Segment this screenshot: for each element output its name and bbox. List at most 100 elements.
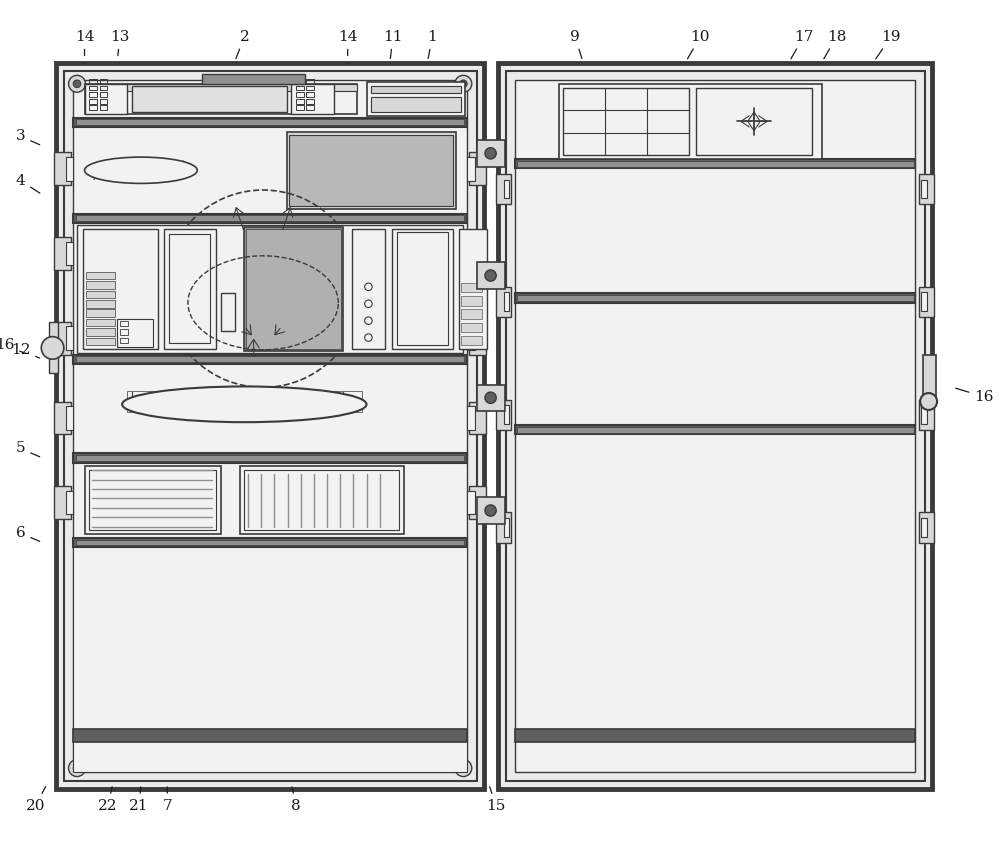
Ellipse shape	[85, 157, 197, 184]
Bar	[291, 84, 334, 114]
Bar	[467, 157, 475, 180]
Bar	[169, 235, 210, 343]
Bar	[504, 518, 509, 537]
Bar	[76, 120, 464, 125]
Bar	[100, 79, 107, 84]
Text: 19: 19	[876, 30, 901, 59]
Text: 16: 16	[0, 338, 26, 354]
Bar	[85, 84, 357, 114]
Text: 8: 8	[291, 787, 301, 813]
FancyBboxPatch shape	[91, 752, 144, 773]
Bar	[477, 497, 505, 524]
Bar	[54, 237, 71, 270]
Bar	[117, 319, 153, 347]
Bar	[244, 227, 343, 351]
Bar	[66, 326, 73, 350]
FancyBboxPatch shape	[395, 237, 429, 340]
Bar	[202, 75, 305, 84]
FancyBboxPatch shape	[542, 752, 595, 773]
Bar	[496, 174, 511, 204]
Bar	[76, 215, 464, 221]
Circle shape	[41, 337, 64, 360]
Bar	[696, 88, 812, 156]
Bar	[83, 229, 158, 348]
Text: 10: 10	[688, 30, 710, 59]
Bar	[86, 281, 115, 289]
Bar	[306, 105, 314, 111]
Bar	[73, 453, 467, 462]
Bar	[127, 391, 362, 412]
Bar	[100, 86, 107, 90]
Bar	[517, 161, 914, 167]
Text: 6: 6	[16, 526, 40, 541]
Bar	[504, 179, 509, 198]
Bar	[244, 470, 399, 530]
Bar	[921, 405, 927, 424]
Bar	[132, 86, 287, 112]
Bar	[89, 93, 97, 97]
Bar	[66, 490, 73, 514]
Bar	[73, 213, 467, 223]
Bar	[467, 326, 475, 350]
Bar	[89, 470, 216, 530]
Bar	[54, 152, 71, 185]
Bar	[287, 132, 456, 209]
Bar	[240, 467, 404, 534]
Bar	[352, 229, 385, 348]
Bar	[86, 291, 115, 298]
Bar	[296, 99, 304, 104]
Text: 2: 2	[236, 30, 249, 59]
Bar	[73, 728, 467, 742]
Bar	[120, 337, 128, 343]
Bar	[76, 540, 464, 546]
Bar	[66, 157, 73, 180]
Text: 5: 5	[16, 441, 40, 456]
Text: 4: 4	[16, 173, 40, 193]
Text: 21: 21	[129, 787, 149, 813]
Bar	[469, 237, 486, 270]
Bar	[306, 86, 314, 90]
Bar	[289, 134, 453, 206]
Bar	[461, 283, 482, 292]
Bar	[515, 293, 915, 303]
Text: 7: 7	[162, 787, 172, 813]
Circle shape	[73, 80, 81, 88]
Bar	[477, 384, 505, 411]
Bar	[371, 97, 461, 112]
Circle shape	[455, 760, 472, 777]
Bar	[120, 320, 128, 326]
Bar	[100, 99, 107, 104]
Text: 3: 3	[16, 129, 40, 144]
Bar	[306, 93, 314, 97]
Bar	[392, 229, 453, 348]
Bar	[397, 232, 448, 345]
Bar	[86, 337, 115, 345]
Bar	[563, 88, 689, 156]
Bar	[469, 486, 486, 519]
Bar	[517, 295, 914, 301]
Bar	[919, 400, 934, 430]
Bar	[515, 159, 915, 168]
Bar	[469, 321, 486, 354]
Ellipse shape	[220, 328, 234, 334]
Bar	[469, 401, 486, 434]
Bar	[86, 300, 115, 308]
Bar	[246, 229, 341, 348]
FancyBboxPatch shape	[817, 752, 869, 773]
Bar	[506, 71, 925, 781]
Bar	[77, 224, 463, 353]
Bar	[461, 322, 482, 332]
Bar	[467, 490, 475, 514]
Bar	[100, 105, 107, 111]
Bar	[296, 93, 304, 97]
Bar	[73, 117, 467, 127]
Bar	[73, 80, 467, 772]
Bar	[66, 406, 73, 430]
Bar	[73, 354, 467, 364]
Bar	[515, 80, 915, 772]
Text: 13: 13	[111, 30, 130, 55]
Bar	[515, 728, 915, 742]
Text: 22: 22	[98, 787, 118, 813]
Bar	[66, 241, 73, 265]
Bar	[477, 263, 505, 289]
